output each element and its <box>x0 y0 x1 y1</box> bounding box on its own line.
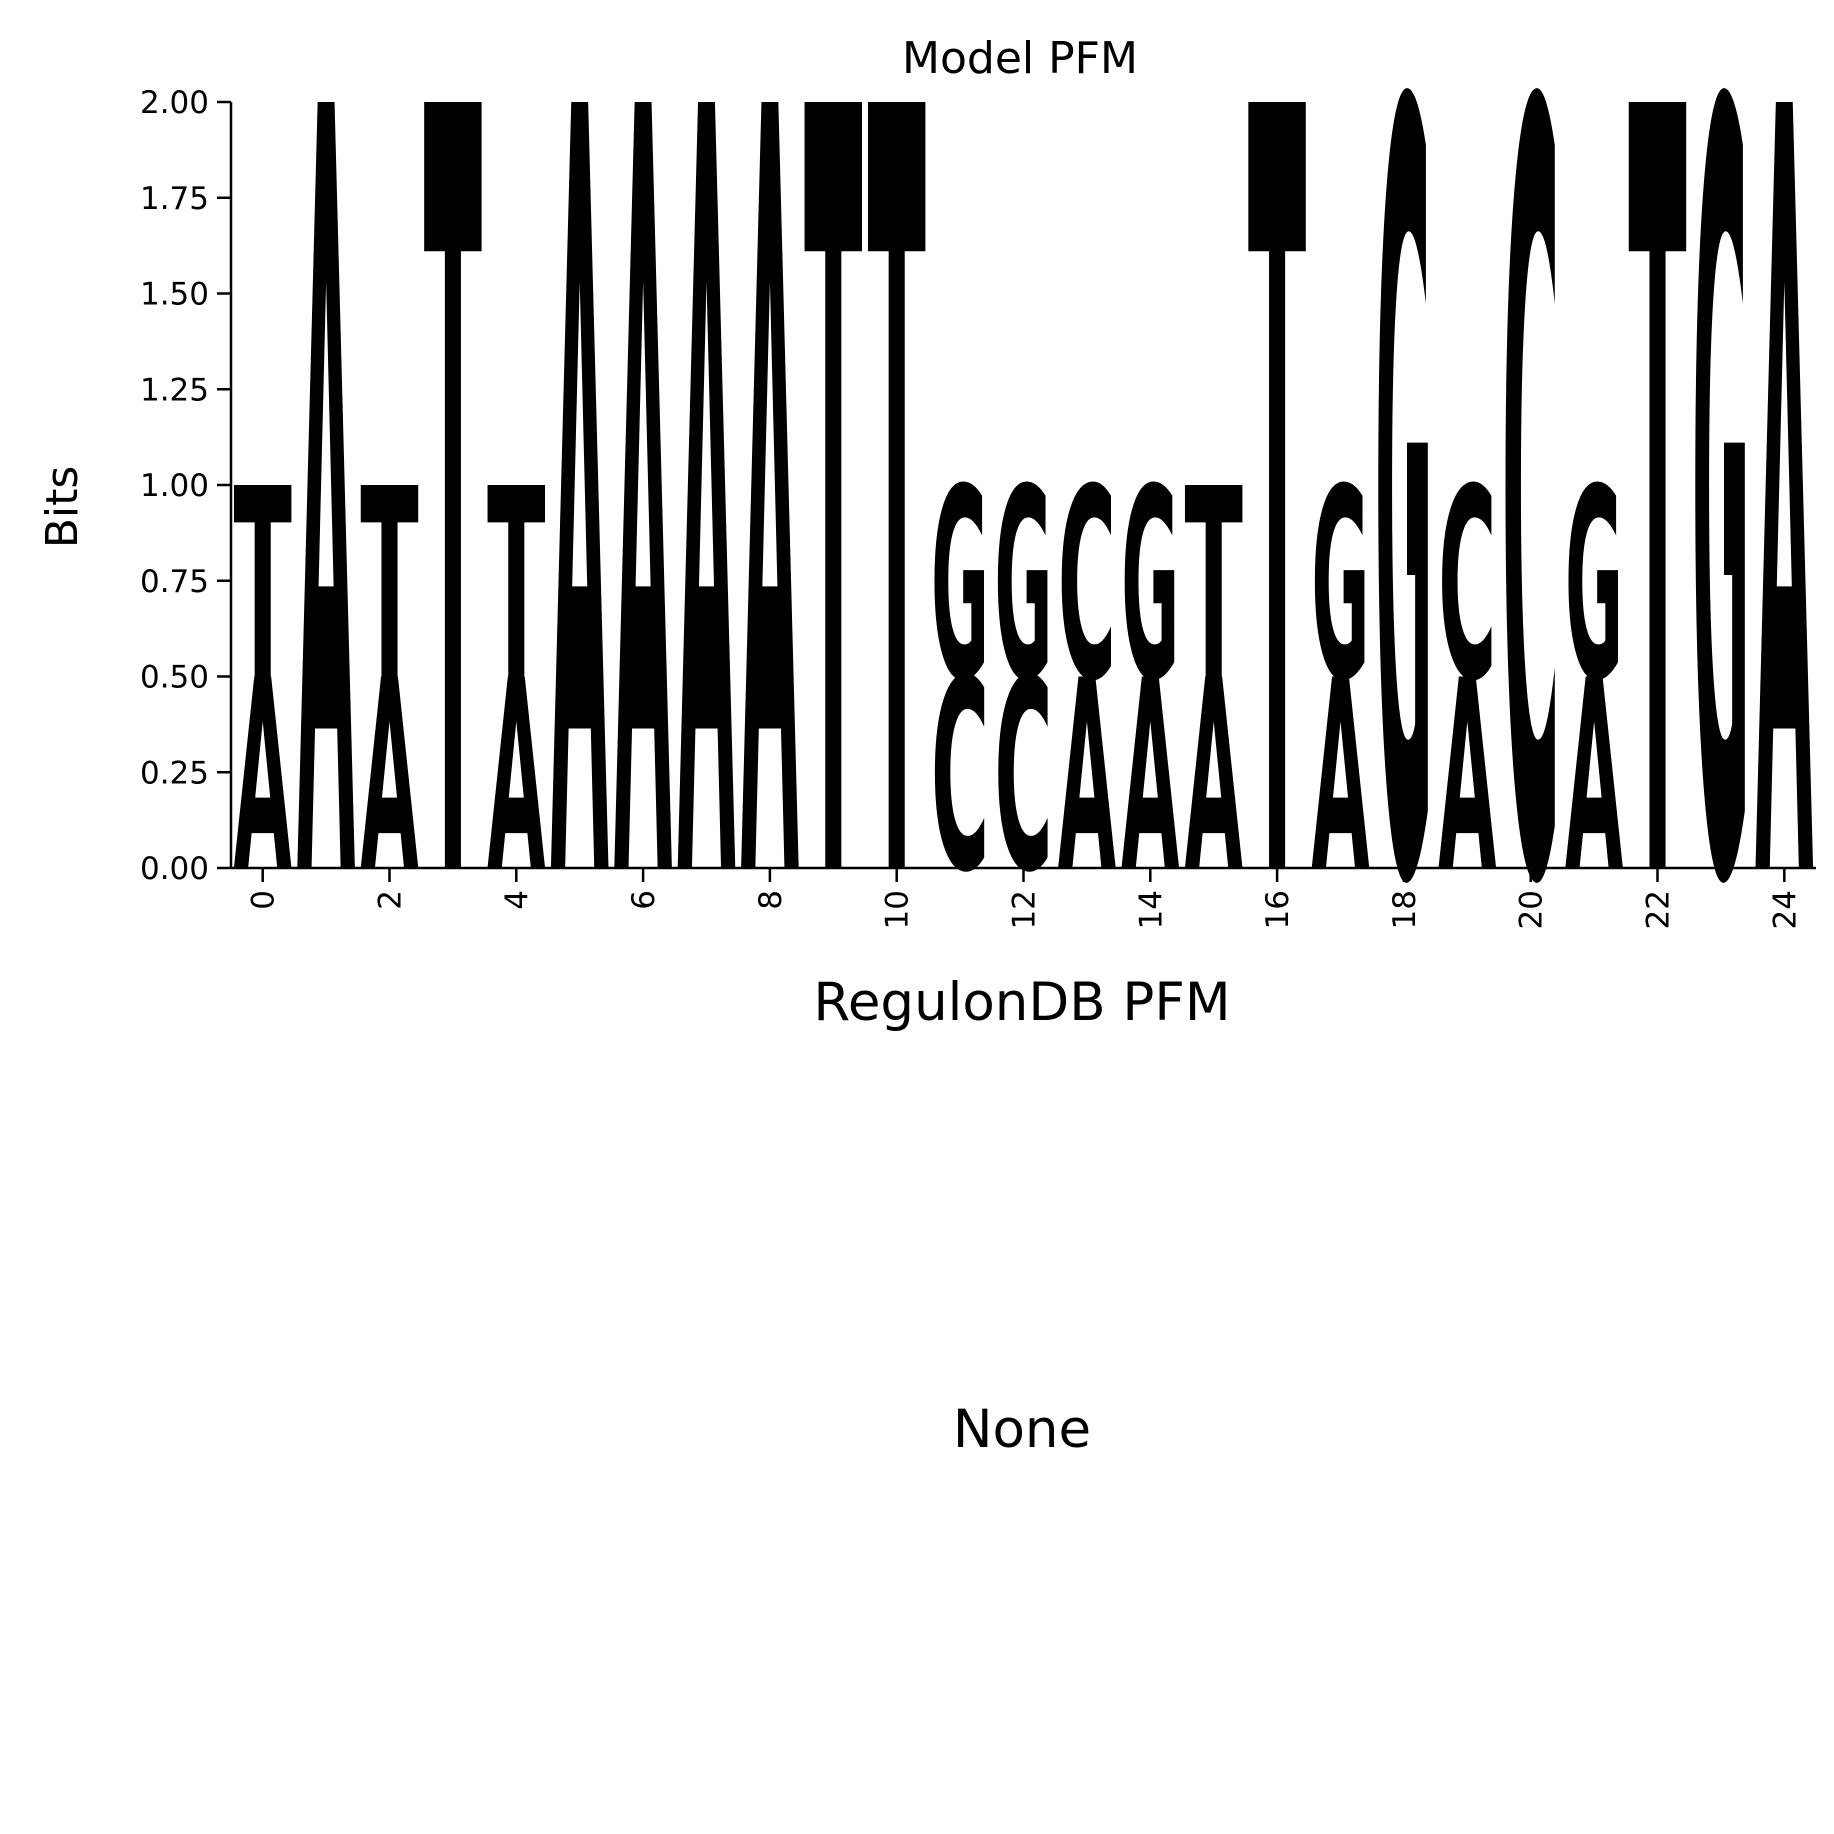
logo-letter-T: T <box>868 0 927 1116</box>
model-pfm-title: Model PFM <box>902 33 1138 84</box>
logo-letter-A: A <box>1438 625 1496 931</box>
y-tick-label: 1.50 <box>140 277 209 313</box>
x-tick-label: 12 <box>1007 890 1043 929</box>
y-tick-label: 2.00 <box>140 85 209 121</box>
logo-letter-A: A <box>1755 0 1814 1116</box>
logo-letter-A: A <box>677 0 736 1116</box>
y-axis-ticks: 0.00 0.25 0.50 0.75 1.00 1.25 1.50 1.75 2.00 <box>140 85 231 887</box>
x-tick-label: 8 <box>753 890 789 910</box>
x-tick-label: 4 <box>499 890 535 910</box>
x-tick-label: 22 <box>1641 890 1677 929</box>
logo-letter-A: A <box>1311 625 1369 931</box>
x-tick-label: 16 <box>1260 890 1296 929</box>
logo-letter-C: C <box>1438 433 1496 739</box>
logo-letter-A: A <box>1565 625 1623 931</box>
x-tick-label: 20 <box>1514 890 1550 929</box>
logo-letter-A: A <box>614 0 673 1116</box>
x-tick-label: 24 <box>1767 890 1803 929</box>
y-tick-label: 0.00 <box>140 851 209 887</box>
logo-letter-A: A <box>297 0 356 1116</box>
x-tick-label: 18 <box>1387 890 1423 929</box>
logo-letter-T: T <box>1248 0 1307 1116</box>
logo-letter-G: G <box>1311 434 1369 740</box>
x-tick-label: 6 <box>626 890 662 910</box>
x-tick-label: 0 <box>246 890 282 910</box>
logo-letter-T: T <box>234 434 292 739</box>
y-tick-label: 0.25 <box>140 755 209 791</box>
logo-letter-G: G <box>1565 434 1623 740</box>
logo-letter-C: C <box>1058 433 1116 739</box>
logo-letter-T: T <box>487 434 545 739</box>
logo-letter-C: C <box>1502 0 1560 1116</box>
logo-letter-T: T <box>360 434 418 739</box>
y-tick-label: 1.25 <box>140 372 209 408</box>
logo-letter-A: A <box>551 0 610 1116</box>
y-tick-label: 1.00 <box>140 468 209 504</box>
logo-letter-T: T <box>804 0 863 1116</box>
x-tick-label: 2 <box>373 890 409 910</box>
x-tick-label: 10 <box>880 890 916 929</box>
regulondb-pfm-panel: RegulonDB PFM None <box>813 972 1230 1460</box>
logo-letter-A: A <box>1185 625 1243 931</box>
y-axis-label: Bits <box>37 466 88 549</box>
x-axis-ticks: 0 2 4 6 8 10 12 14 16 18 20 22 24 <box>246 868 1803 929</box>
regulondb-pfm-title: RegulonDB PFM <box>813 972 1230 1033</box>
no-data-message: None <box>953 1399 1091 1460</box>
y-tick-label: 0.50 <box>140 660 209 696</box>
logo-letter-G: G <box>1375 0 1433 1116</box>
logo-letter-C: C <box>931 624 989 930</box>
logo-letter-A: A <box>741 0 800 1116</box>
y-tick-label: 1.75 <box>140 181 209 217</box>
logo-letter-G: G <box>1692 0 1750 1116</box>
x-tick-label: 14 <box>1133 890 1169 929</box>
logo-letter-A: A <box>1058 625 1116 931</box>
y-tick-label: 0.75 <box>140 564 209 600</box>
logo-letter-G: G <box>994 434 1052 740</box>
logo-letter-G: G <box>931 434 989 740</box>
logo-letter-T: T <box>1628 0 1687 1116</box>
logo-letter-G: G <box>1121 434 1179 740</box>
logo-letter-T: T <box>424 0 483 1116</box>
logo-letter-T: T <box>1185 434 1243 739</box>
